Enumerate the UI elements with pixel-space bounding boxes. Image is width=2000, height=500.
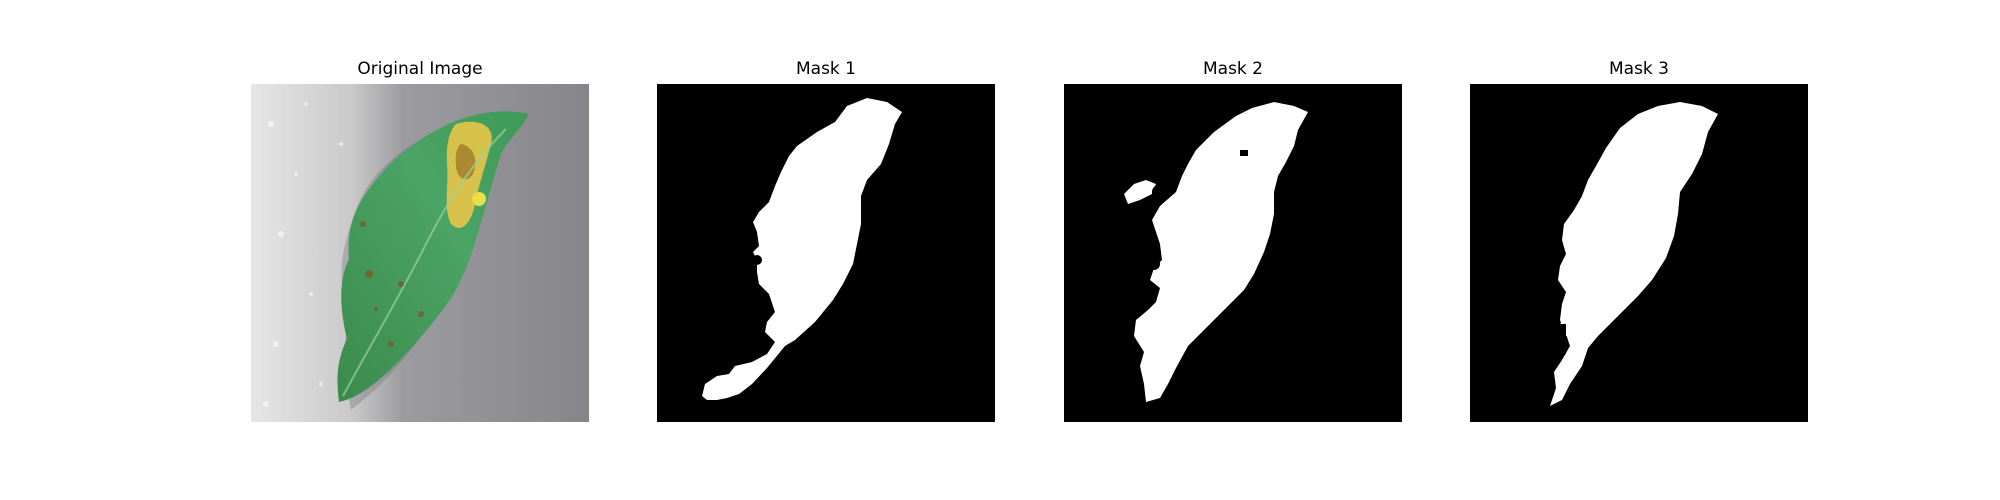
panel-title-mask-1: Mask 1 (795, 59, 856, 79)
mask-3-image (1470, 84, 1808, 422)
panel-title-mask-3: Mask 3 (1608, 59, 1669, 79)
original-image (251, 84, 589, 422)
mask-1-graphic (657, 84, 995, 422)
mask-2-image (1064, 84, 1402, 422)
panel-title-original: Original Image (357, 59, 483, 79)
mask-1-image (657, 84, 995, 422)
mask-3-graphic (1470, 84, 1808, 422)
original-image-graphic (251, 84, 589, 422)
mask-2-graphic (1064, 84, 1402, 422)
panel-title-mask-2: Mask 2 (1202, 59, 1263, 79)
